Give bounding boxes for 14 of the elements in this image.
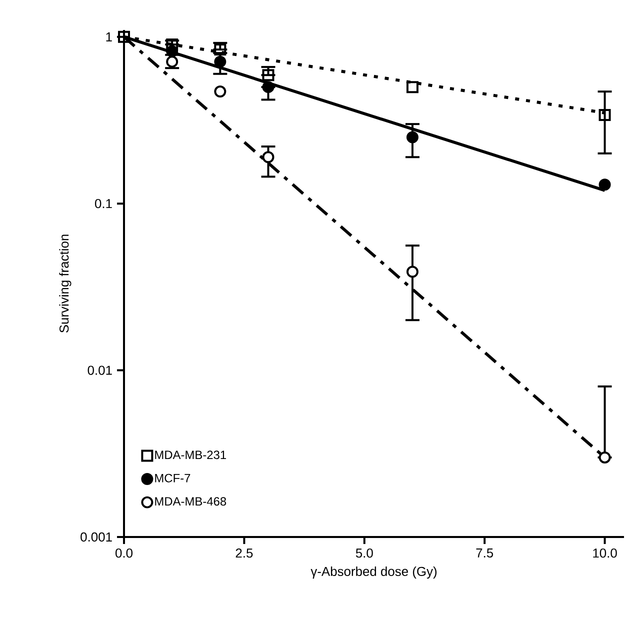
x-tick-label: 7.5 <box>476 548 494 558</box>
legend-label: MDA-MB-468 <box>155 497 226 506</box>
x-axis-title: γ-Absorbed dose (Gy) <box>310 566 437 579</box>
y-tick-label: 0.01 <box>88 366 112 375</box>
y-tick-label: 0.001 <box>80 532 112 542</box>
y-axis-title: Surviving fraction <box>59 234 72 333</box>
x-tick-label: 5.0 <box>356 548 373 558</box>
y-tick-label: 0.1 <box>94 199 112 208</box>
legend-label: MCF-7 <box>155 474 190 482</box>
x-tick-label: 2.5 <box>236 548 253 558</box>
y-tick-label: 1 <box>106 32 112 42</box>
x-tick-label: 0.0 <box>116 548 133 558</box>
x-tick-label: 10.0 <box>593 548 617 558</box>
legend-label: MDA-MB-231 <box>155 450 226 460</box>
